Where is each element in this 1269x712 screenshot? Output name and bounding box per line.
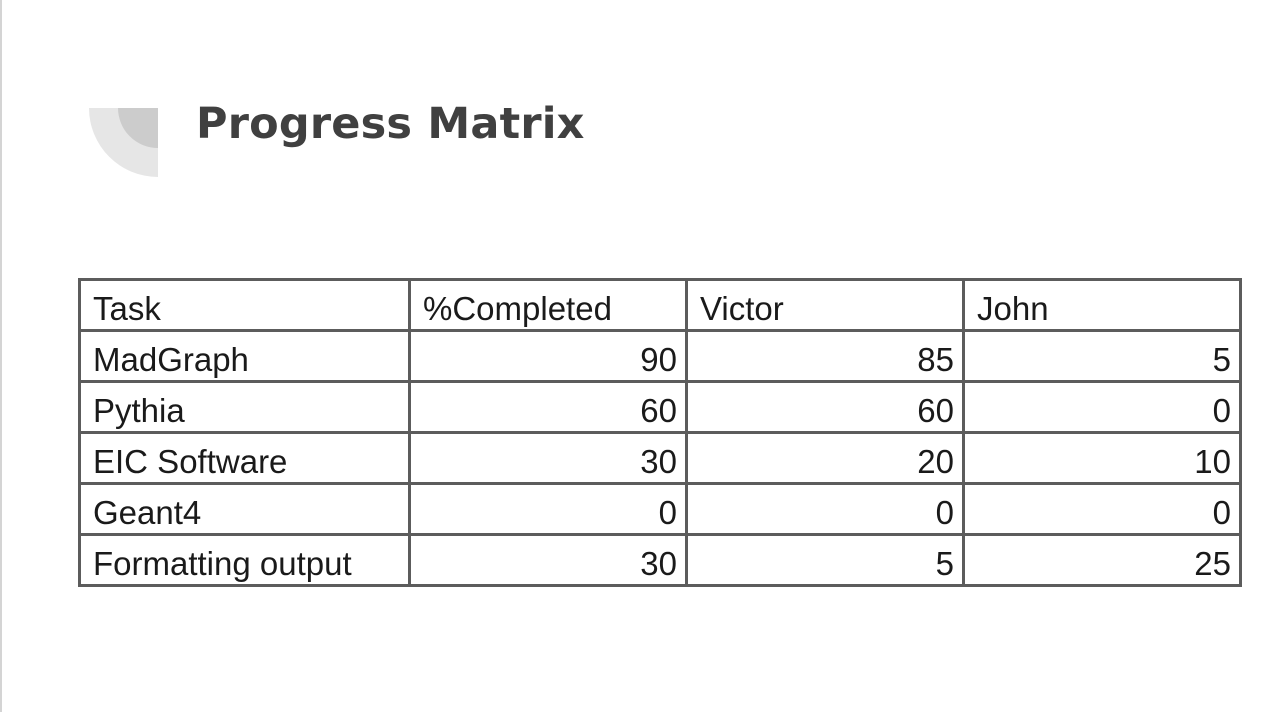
- table-row: MadGraph 90 85 5: [78, 329, 1242, 383]
- table-row: EIC Software 30 20 10: [78, 431, 1242, 485]
- victor-cell: 0: [685, 482, 965, 536]
- john-cell: 0: [962, 482, 1242, 536]
- victor-cell: 60: [685, 380, 965, 434]
- john-cell: 10: [962, 431, 1242, 485]
- task-cell: Formatting output: [78, 533, 411, 587]
- table-header-row: Task %Completed Victor John: [78, 278, 1242, 332]
- table-row: Geant4 0 0 0: [78, 482, 1242, 536]
- progress-table: Task %Completed Victor John MadGraph 90 …: [78, 278, 1242, 587]
- percent-completed-cell: 90: [408, 329, 688, 383]
- header-task: Task: [78, 278, 411, 332]
- john-cell: 25: [962, 533, 1242, 587]
- percent-completed-cell: 30: [408, 533, 688, 587]
- header-percent-completed: %Completed: [408, 278, 688, 332]
- progress-table-container: Task %Completed Victor John MadGraph 90 …: [78, 278, 1242, 587]
- decorative-arc-shape: [89, 108, 158, 177]
- john-cell: 0: [962, 380, 1242, 434]
- task-cell: Pythia: [78, 380, 411, 434]
- percent-completed-cell: 30: [408, 431, 688, 485]
- page-title: Progress Matrix: [196, 99, 585, 149]
- john-cell: 5: [962, 329, 1242, 383]
- percent-completed-cell: 60: [408, 380, 688, 434]
- header-john: John: [962, 278, 1242, 332]
- task-cell: Geant4: [78, 482, 411, 536]
- victor-cell: 85: [685, 329, 965, 383]
- percent-completed-cell: 0: [408, 482, 688, 536]
- table-row: Formatting output 30 5 25: [78, 533, 1242, 587]
- header-victor: Victor: [685, 278, 965, 332]
- task-cell: MadGraph: [78, 329, 411, 383]
- victor-cell: 5: [685, 533, 965, 587]
- slide-left-edge: [0, 0, 2, 712]
- table-row: Pythia 60 60 0: [78, 380, 1242, 434]
- victor-cell: 20: [685, 431, 965, 485]
- task-cell: EIC Software: [78, 431, 411, 485]
